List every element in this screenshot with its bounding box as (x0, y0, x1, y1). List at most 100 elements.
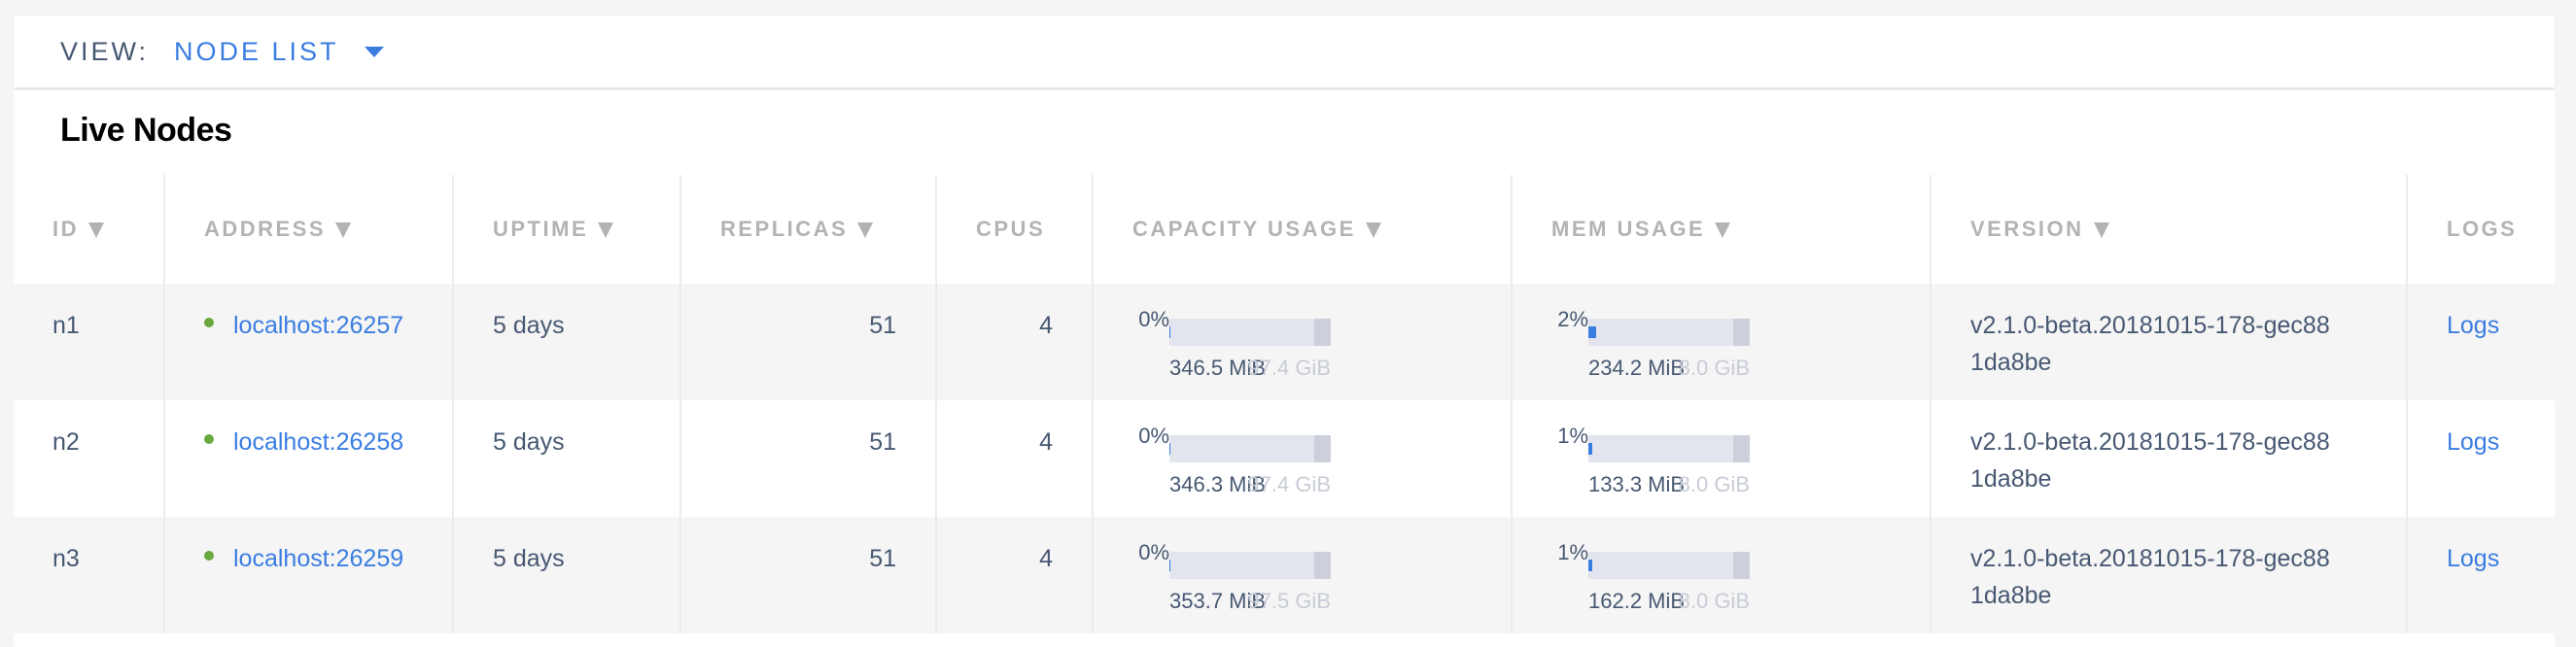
cpus: 4 (935, 517, 1093, 633)
column-header-cpus: CPUS (935, 175, 1093, 284)
uptime: 5 days (452, 517, 680, 633)
mem-usage: 2% 234.2 MiB 8.0 GiB (1551, 307, 1930, 394)
cap-percent: 0% (1138, 307, 1169, 331)
column-header-label: CPUS (976, 217, 1046, 241)
bar-end (1314, 319, 1331, 346)
column-header-id[interactable]: ID (14, 175, 164, 284)
replicas: 51 (679, 400, 936, 517)
status-live-icon (204, 434, 214, 444)
cpus: 4 (935, 400, 1093, 517)
cap-usage-bar (1169, 552, 1331, 579)
address-cell: localhost:26257 (163, 284, 453, 400)
column-header-address[interactable]: ADDRESS (163, 175, 453, 284)
bar-fill (1169, 326, 1171, 338)
table-row: n2 localhost:26258 5 days 51 4 0% 346.3 … (14, 400, 2555, 517)
sort-icon (335, 222, 352, 238)
cap-total: 97.4 GiB (1247, 472, 1331, 496)
mem-cell: 1% 133.3 MiB 8.0 GiB (1511, 400, 1931, 517)
mem-used: 162.2 MiB (1588, 589, 1686, 613)
mem-usage: 1% 133.3 MiB 8.0 GiB (1551, 424, 1930, 511)
column-header-capacity-usage[interactable]: CAPACITY USAGE (1092, 175, 1512, 284)
cap-used: 346.5 MiB (1169, 356, 1267, 380)
uptime: 5 days (452, 400, 680, 517)
column-header-label: UPTIME (493, 217, 589, 241)
column-header-label: MEM USAGE (1551, 217, 1706, 241)
column-header-uptime[interactable]: UPTIME (452, 175, 680, 284)
mem-usage-bar (1588, 435, 1750, 462)
sort-icon (857, 222, 874, 238)
cap-usage-bar (1169, 319, 1331, 346)
address-cell: localhost:26259 (163, 517, 453, 633)
sort-icon (598, 222, 614, 238)
column-header-label: LOGS (2447, 217, 2518, 241)
column-header-version[interactable]: VERSION (1930, 175, 2407, 284)
logs-cell: Logs (2406, 400, 2555, 517)
cap-usage: 0% 346.3 MiB 97.4 GiB (1132, 424, 1511, 511)
column-header-replicas[interactable]: REPLICAS (679, 175, 936, 284)
view-dropdown[interactable]: NODE LIST (174, 37, 384, 67)
replicas: 51 (679, 284, 936, 400)
table-row: n1 localhost:26257 5 days 51 4 0% 346.5 … (14, 284, 2555, 400)
bar-end (1733, 552, 1750, 579)
version: v2.1.0-beta.20181015-178-gec881da8be (1970, 312, 2330, 376)
mem-cell: 2% 234.2 MiB 8.0 GiB (1511, 284, 1931, 400)
cap-percent: 0% (1138, 540, 1169, 564)
column-header-mem-usage[interactable]: MEM USAGE (1511, 175, 1931, 284)
logs-cell: Logs (2406, 517, 2555, 633)
version-cell: v2.1.0-beta.20181015-178-gec881da8be (1930, 517, 2407, 633)
uptime: 5 days (452, 284, 680, 400)
cap-usage: 0% 346.5 MiB 97.4 GiB (1132, 307, 1511, 394)
logs-link[interactable]: Logs (2447, 545, 2500, 572)
mem-percent: 1% (1557, 540, 1588, 564)
table-row: n3 localhost:26259 5 days 51 4 0% 353.7 … (14, 517, 2555, 633)
sort-icon (2093, 222, 2109, 238)
mem-total: 8.0 GiB (1678, 356, 1750, 380)
cpus: 4 (935, 284, 1093, 400)
logs-cell: Logs (2406, 284, 2555, 400)
bar-end (1733, 435, 1750, 462)
node-id: n1 (14, 284, 164, 400)
column-header-label: ADDRESS (204, 217, 327, 241)
bar-end (1314, 552, 1331, 579)
mem-total: 8.0 GiB (1678, 589, 1750, 613)
cap-percent: 0% (1138, 424, 1169, 448)
column-header-logs: LOGS (2406, 175, 2555, 284)
logs-link[interactable]: Logs (2447, 428, 2500, 456)
sort-icon (88, 222, 104, 238)
mem-used: 234.2 MiB (1588, 356, 1686, 380)
view-selector-bar: VIEW: NODE LIST (14, 16, 2555, 87)
cap-usage: 0% 353.7 MiB 97.5 GiB (1132, 540, 1511, 628)
caret-down-icon (364, 46, 384, 57)
address-cell: localhost:26258 (163, 400, 453, 517)
capacity-cell: 0% 346.3 MiB 97.4 GiB (1092, 400, 1512, 517)
replicas: 51 (679, 517, 936, 633)
capacity-cell: 0% 353.7 MiB 97.5 GiB (1092, 517, 1512, 633)
page-title: Live Nodes (60, 112, 232, 149)
bar-fill (1588, 560, 1593, 571)
cap-total: 97.4 GiB (1247, 356, 1331, 380)
bar-fill (1169, 443, 1171, 455)
node-address-link[interactable]: localhost:26259 (233, 545, 404, 572)
sort-icon (1365, 222, 1381, 238)
column-header-label: REPLICAS (720, 217, 849, 241)
version-cell: v2.1.0-beta.20181015-178-gec881da8be (1930, 400, 2407, 517)
view-dropdown-value: NODE LIST (174, 36, 339, 66)
mem-usage: 1% 162.2 MiB 8.0 GiB (1551, 540, 1930, 628)
column-header-label: CAPACITY USAGE (1132, 217, 1356, 241)
bar-end (1314, 435, 1331, 462)
live-nodes-panel: Live Nodes ID ADDRESS UPTIME REPLICAS CPUS CA… (14, 90, 2555, 647)
version: v2.1.0-beta.20181015-178-gec881da8be (1970, 428, 2330, 493)
node-address-link[interactable]: localhost:26257 (233, 312, 404, 339)
mem-usage-bar (1588, 552, 1750, 579)
mem-percent: 2% (1557, 307, 1588, 331)
logs-link[interactable]: Logs (2447, 312, 2500, 339)
version-cell: v2.1.0-beta.20181015-178-gec881da8be (1930, 284, 2407, 400)
status-live-icon (204, 318, 214, 327)
mem-percent: 1% (1557, 424, 1588, 448)
node-address-link[interactable]: localhost:26258 (233, 428, 404, 456)
bar-fill (1588, 326, 1597, 338)
capacity-cell: 0% 346.5 MiB 97.4 GiB (1092, 284, 1512, 400)
node-id: n3 (14, 517, 164, 633)
node-id: n2 (52, 428, 80, 456)
bar-fill (1588, 443, 1593, 455)
